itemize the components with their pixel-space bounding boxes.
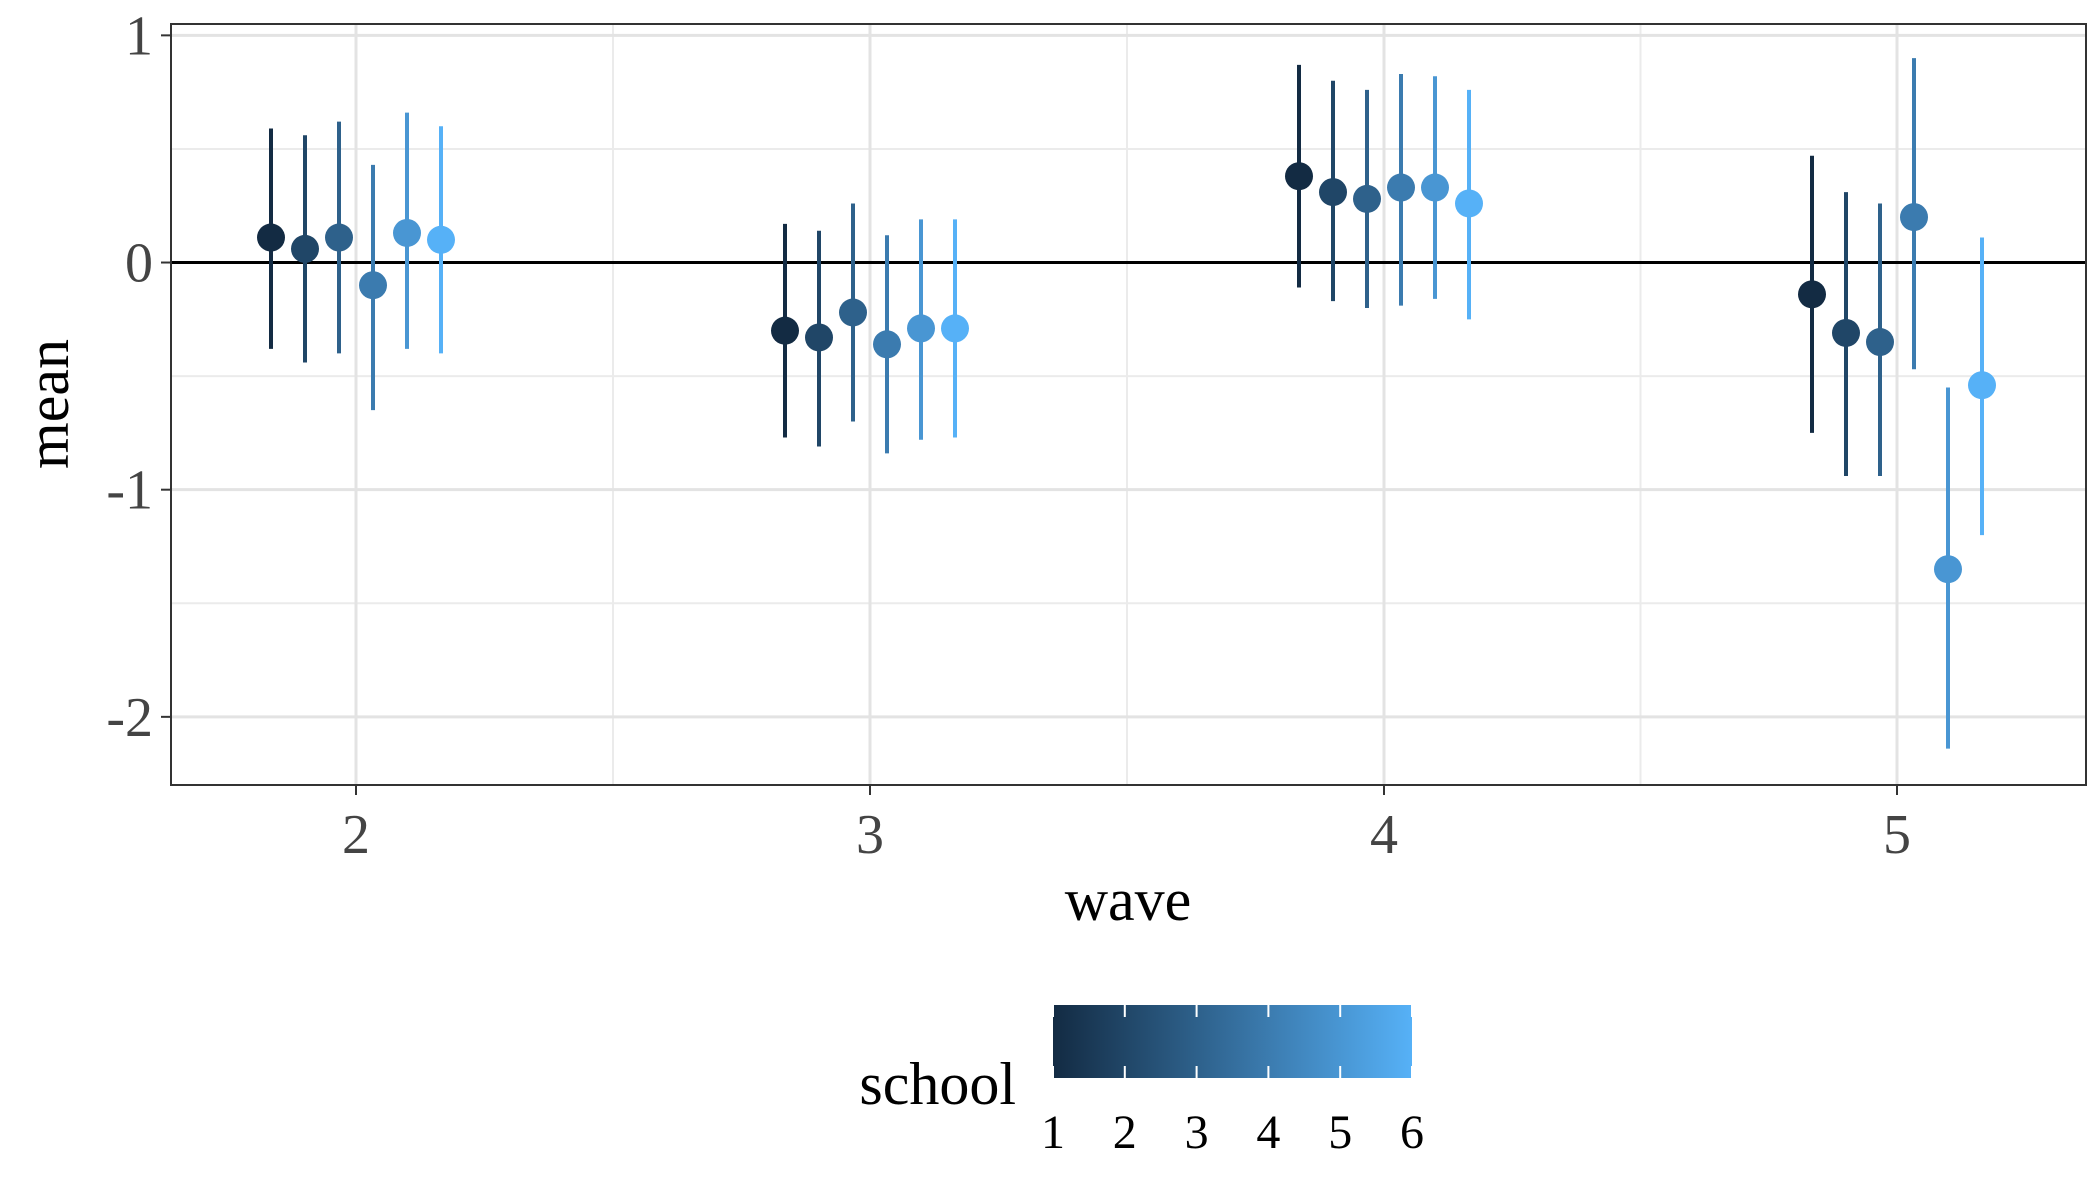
point-range-school-2-wave-5: [1832, 192, 1860, 477]
y-tick-label: 1: [125, 5, 153, 67]
point-range-school-1-wave-4: [1285, 64, 1313, 288]
mean-point: [1934, 555, 1962, 584]
x-axis-title: wave: [1065, 867, 1192, 933]
mean-point: [1798, 280, 1826, 309]
point-range-school-4-wave-2: [359, 164, 387, 411]
mean-point: [805, 323, 833, 352]
mean-point: [1353, 184, 1381, 213]
point-range-school-2-wave-4: [1319, 80, 1347, 302]
mean-point: [1900, 203, 1928, 232]
panel-border: [170, 23, 2087, 786]
legend-colorbar: [1053, 1005, 1412, 1078]
point-range-school-4-wave-3: [873, 235, 901, 454]
mean-point: [427, 225, 455, 254]
mean-point: [873, 330, 901, 359]
major-gridlines: [171, 24, 2086, 785]
point-range-school-4-wave-4: [1387, 73, 1415, 306]
point-range-school-6-wave-5: [1968, 237, 1996, 536]
point-range-school-2-wave-3: [805, 230, 833, 447]
x-tick-label: 5: [1883, 804, 1911, 866]
mean-point: [1968, 371, 1996, 400]
mean-point: [1421, 173, 1449, 202]
point-range-school-3-wave-4: [1353, 89, 1381, 308]
point-range-school-3-wave-3: [839, 203, 867, 422]
point-range-school-4-wave-5: [1900, 58, 1928, 370]
point-range-school-2-wave-2: [291, 135, 319, 363]
point-range-school-1-wave-3: [771, 223, 799, 438]
mean-point: [839, 298, 867, 327]
x-tick-label: 2: [342, 804, 370, 866]
mean-point: [771, 316, 799, 345]
y-axis: 1 0 -1 -2: [106, 5, 171, 749]
panel-background: [171, 24, 2086, 785]
mean-point: [325, 223, 353, 252]
legend-tick-label: 6: [1400, 1106, 1424, 1159]
mean-point: [1319, 178, 1347, 207]
mean-point: [907, 314, 935, 343]
point-range-school-5-wave-3: [907, 219, 935, 440]
legend-tick-label: 3: [1185, 1106, 1209, 1159]
mean-point: [393, 218, 421, 247]
x-axis: 2 3 4 5: [342, 785, 1911, 866]
y-axis-title: mean: [15, 339, 81, 469]
mean-point: [1285, 162, 1313, 191]
point-range-school-1-wave-5: [1798, 155, 1826, 433]
x-tick-label: 3: [856, 804, 884, 866]
mean-point: [257, 223, 285, 252]
y-tick-label: 0: [125, 233, 153, 295]
x-tick-label: 4: [1370, 804, 1398, 866]
point-range-school-5-wave-2: [393, 112, 421, 349]
point-range-school-5-wave-4: [1421, 76, 1449, 299]
legend-tick-label: 5: [1328, 1106, 1352, 1159]
legend-tick-label: 1: [1041, 1106, 1065, 1159]
mean-point: [359, 271, 387, 300]
minor-gridlines: [171, 24, 2086, 785]
legend-tick-label: 4: [1256, 1106, 1280, 1159]
mean-point: [1455, 189, 1483, 218]
mean-point: [1387, 173, 1415, 202]
point-range-school-3-wave-5: [1866, 203, 1894, 477]
mean-point: [1832, 318, 1860, 347]
point-range-school-3-wave-2: [325, 121, 353, 354]
data-marks: [257, 58, 1996, 749]
mean-point: [291, 234, 319, 263]
mean-point: [1866, 328, 1894, 357]
mean-point: [941, 314, 969, 343]
point-range-school-5-wave-5: [1934, 387, 1962, 749]
legend-tick-label: 2: [1113, 1106, 1137, 1159]
point-range-school-6-wave-3: [941, 219, 969, 438]
legend-title: school: [859, 1051, 1016, 1117]
y-tick-label: -2: [106, 687, 153, 749]
y-tick-label: -1: [106, 460, 153, 522]
point-range-school-6-wave-4: [1455, 89, 1483, 320]
point-range-school-6-wave-2: [427, 126, 455, 354]
point-range-school-1-wave-2: [257, 128, 285, 349]
